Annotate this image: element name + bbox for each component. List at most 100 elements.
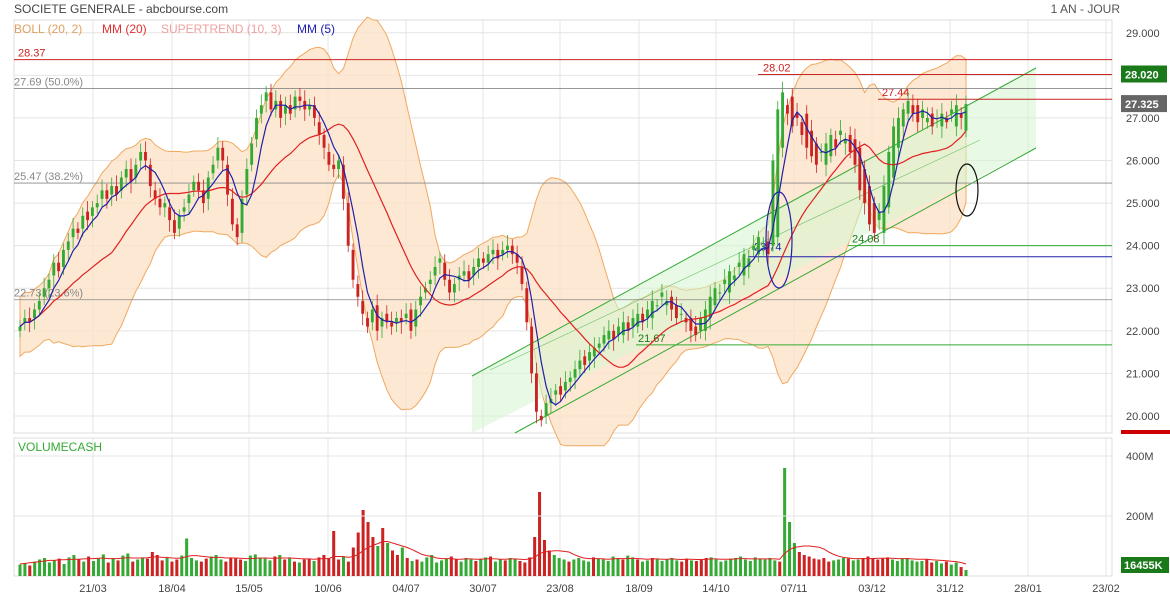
candle-body [539, 415, 543, 421]
volume-bar [557, 558, 561, 576]
candle-body [554, 390, 558, 395]
volume-bar [136, 559, 140, 576]
volume-bar [493, 561, 497, 576]
volume-bar [42, 558, 47, 576]
volume-bar [52, 560, 56, 576]
candle-body [805, 113, 809, 148]
y-tick-label: 22.000 [1126, 326, 1160, 338]
volume-frame [13, 437, 1113, 577]
candle-body [959, 113, 963, 118]
volume-bar [185, 538, 189, 576]
candle-body [583, 356, 587, 365]
volume-bar [28, 565, 32, 576]
candle-body [858, 147, 862, 191]
candle-body [119, 177, 123, 191]
y-tick-label: 27.000 [1126, 113, 1160, 125]
volume-bar [106, 562, 110, 576]
candle-body [713, 288, 717, 306]
volume-bar [890, 559, 894, 576]
volume-bar [508, 558, 512, 576]
price-marker [1121, 430, 1170, 434]
volume-bar [440, 560, 444, 576]
volume-bar [410, 561, 414, 576]
volume-bar [503, 560, 507, 576]
volume-bar [743, 559, 747, 576]
volume-bar [802, 555, 806, 576]
volume-bar [87, 556, 91, 576]
candle-body [327, 151, 331, 165]
candle-body [76, 228, 80, 233]
candle-body [235, 224, 239, 238]
candle-body [269, 92, 273, 110]
volume-bar [704, 558, 708, 576]
volume-bar [469, 559, 473, 576]
candle-body [33, 309, 36, 319]
candle-body [385, 313, 389, 323]
legend-supertrend: SUPERTREND (10, 3) [161, 22, 281, 36]
candle-body [752, 245, 756, 250]
candle-body [481, 258, 485, 263]
volume-bar [788, 522, 792, 576]
candle-body [366, 318, 369, 327]
volume-bar [905, 558, 909, 576]
volume-bar [386, 543, 390, 576]
candle-body [322, 134, 326, 148]
volume-bar [337, 559, 341, 576]
volume-bar [587, 561, 591, 576]
volume-bar [572, 559, 576, 576]
volume-bar [248, 555, 252, 576]
volume-bar [160, 560, 164, 576]
candle-body [896, 117, 900, 148]
candle-body [530, 326, 534, 374]
volume-bar [640, 561, 645, 576]
candle-body [506, 245, 509, 250]
volume-bar [239, 559, 243, 576]
volume-bar [23, 563, 27, 576]
candle-body [71, 228, 75, 238]
volume-bar [111, 558, 115, 576]
candle-body [390, 322, 394, 327]
candle-body [226, 164, 229, 195]
fibonacci-label: 22.73 (23.6%) [14, 288, 83, 300]
candle-body [134, 164, 138, 178]
candle-body [848, 134, 852, 152]
candle-body [61, 249, 65, 267]
resistance-label: 28.02 [763, 62, 791, 74]
volume-bar [518, 561, 522, 576]
candle-body [28, 318, 32, 323]
volume-bar [263, 558, 267, 576]
candle-body [443, 262, 447, 280]
candle-body [414, 309, 418, 327]
volume-bar [944, 561, 948, 576]
volume-bar [116, 560, 120, 576]
volume-bar [528, 557, 532, 576]
candle-body [626, 322, 630, 331]
candle-body [419, 296, 423, 306]
resistance-label: 28.37 [18, 48, 46, 60]
candle-body [631, 318, 635, 327]
volume-bar [724, 560, 728, 576]
volume-bar [690, 560, 694, 576]
candle-body [308, 105, 312, 110]
candle-body [950, 109, 953, 114]
volume-bar [783, 468, 787, 576]
candle-body [694, 326, 698, 336]
candle-body [486, 254, 490, 263]
volume-bar [351, 547, 355, 576]
volume-bar [601, 559, 605, 576]
candle-body [607, 330, 611, 340]
candle-body [829, 134, 833, 157]
candle-body [602, 335, 606, 344]
candle-body [448, 279, 452, 293]
candle-body [839, 130, 842, 135]
candle-body [544, 403, 548, 416]
candle-body [670, 296, 674, 310]
candle-body [86, 211, 90, 221]
volume-bar [219, 559, 223, 576]
volume-bar [866, 556, 870, 576]
volume-bar [606, 561, 610, 576]
volume-bar [542, 540, 546, 576]
legend-mm20: MM (20) [102, 22, 147, 36]
candle-body [491, 249, 495, 255]
